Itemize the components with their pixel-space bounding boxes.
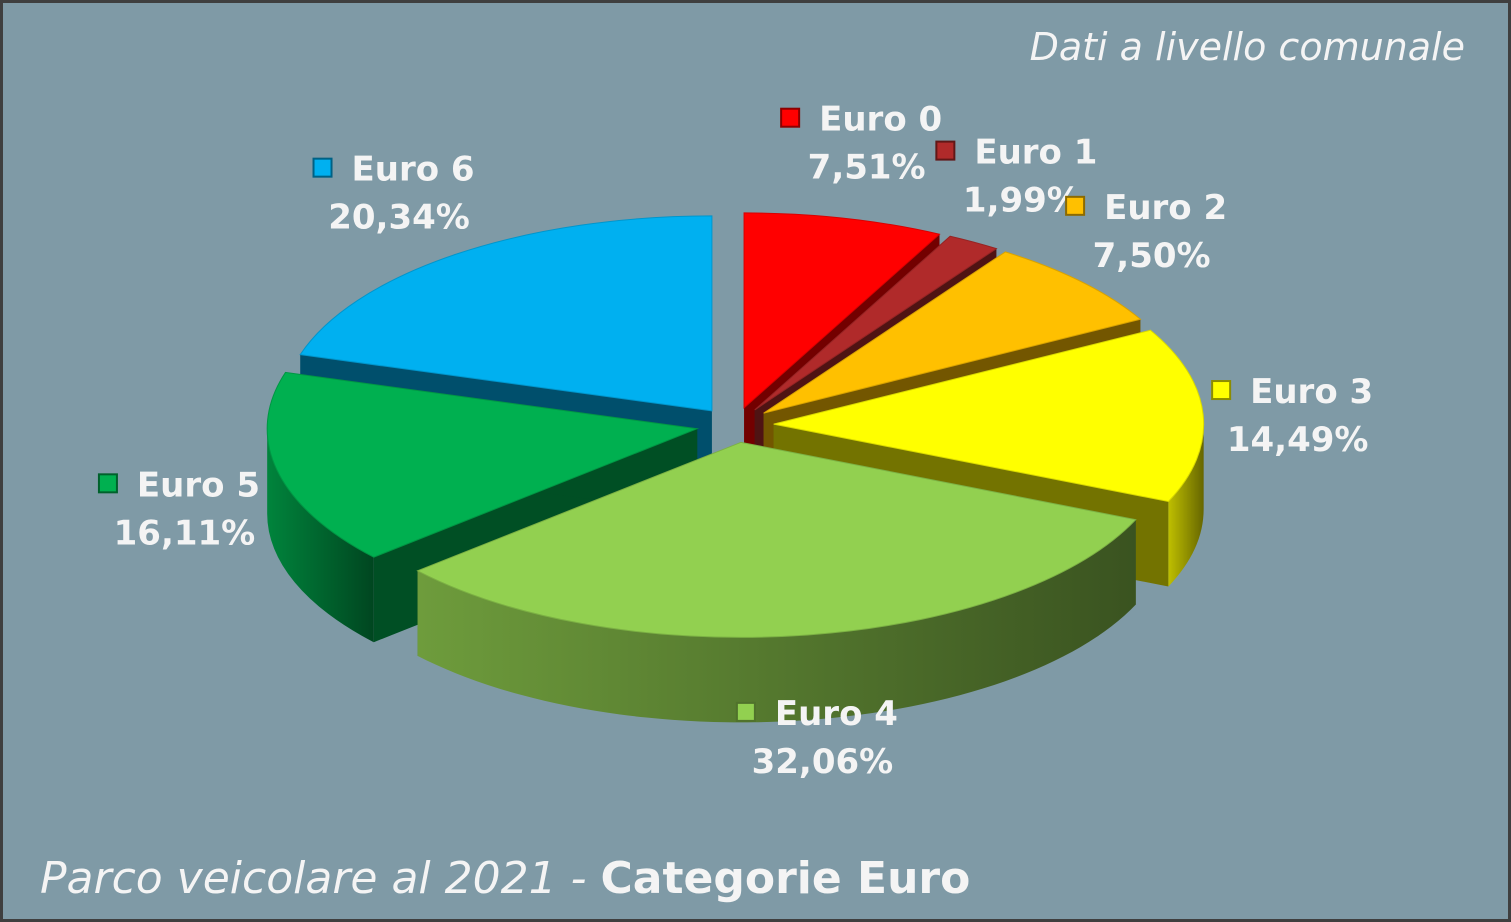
title-part: Categorie Euro xyxy=(600,853,970,904)
slice-wall xyxy=(417,519,1136,723)
legend-marker xyxy=(312,157,333,178)
slice-top xyxy=(773,329,1205,503)
slice xyxy=(416,441,1137,723)
data-label-value: 7,50% xyxy=(1093,236,1211,276)
data-label-value: 20,34% xyxy=(328,198,470,238)
legend-marker xyxy=(735,701,756,722)
data-label-value: 1,99% xyxy=(963,181,1081,221)
data-label-value: 14,49% xyxy=(1227,420,1369,460)
data-label-name: Euro 4 xyxy=(775,694,898,734)
title-part: Parco veicolare al 2021 - xyxy=(40,853,586,904)
subtitle: Dati a livello comunale xyxy=(1030,25,1465,69)
legend-marker xyxy=(935,140,956,161)
data-label-name: Euro 5 xyxy=(137,465,260,505)
slice-top xyxy=(266,371,700,558)
slice-top xyxy=(763,251,1142,414)
slice-top xyxy=(416,441,1137,638)
slice-top xyxy=(743,212,941,410)
legend-marker xyxy=(1065,195,1086,216)
slice-top xyxy=(754,235,998,411)
data-label-value: 16,11% xyxy=(114,513,256,553)
legend-marker xyxy=(1211,380,1232,401)
data-label-name: Euro 1 xyxy=(974,133,1097,173)
slice-top xyxy=(299,215,713,412)
data-label-name: Euro 2 xyxy=(1104,188,1227,228)
data-label-name: Euro 3 xyxy=(1250,372,1373,412)
legend-marker xyxy=(780,107,801,128)
data-label-value: 7,51% xyxy=(808,148,926,188)
slice-wall xyxy=(267,428,374,643)
data-label-name: Euro 0 xyxy=(819,100,942,140)
data-label-value: 32,06% xyxy=(752,742,894,782)
chart-title: Parco veicolare al 2021 - Categorie Euro xyxy=(40,853,970,904)
data-label-name: Euro 6 xyxy=(352,150,475,190)
legend-marker xyxy=(97,473,118,494)
